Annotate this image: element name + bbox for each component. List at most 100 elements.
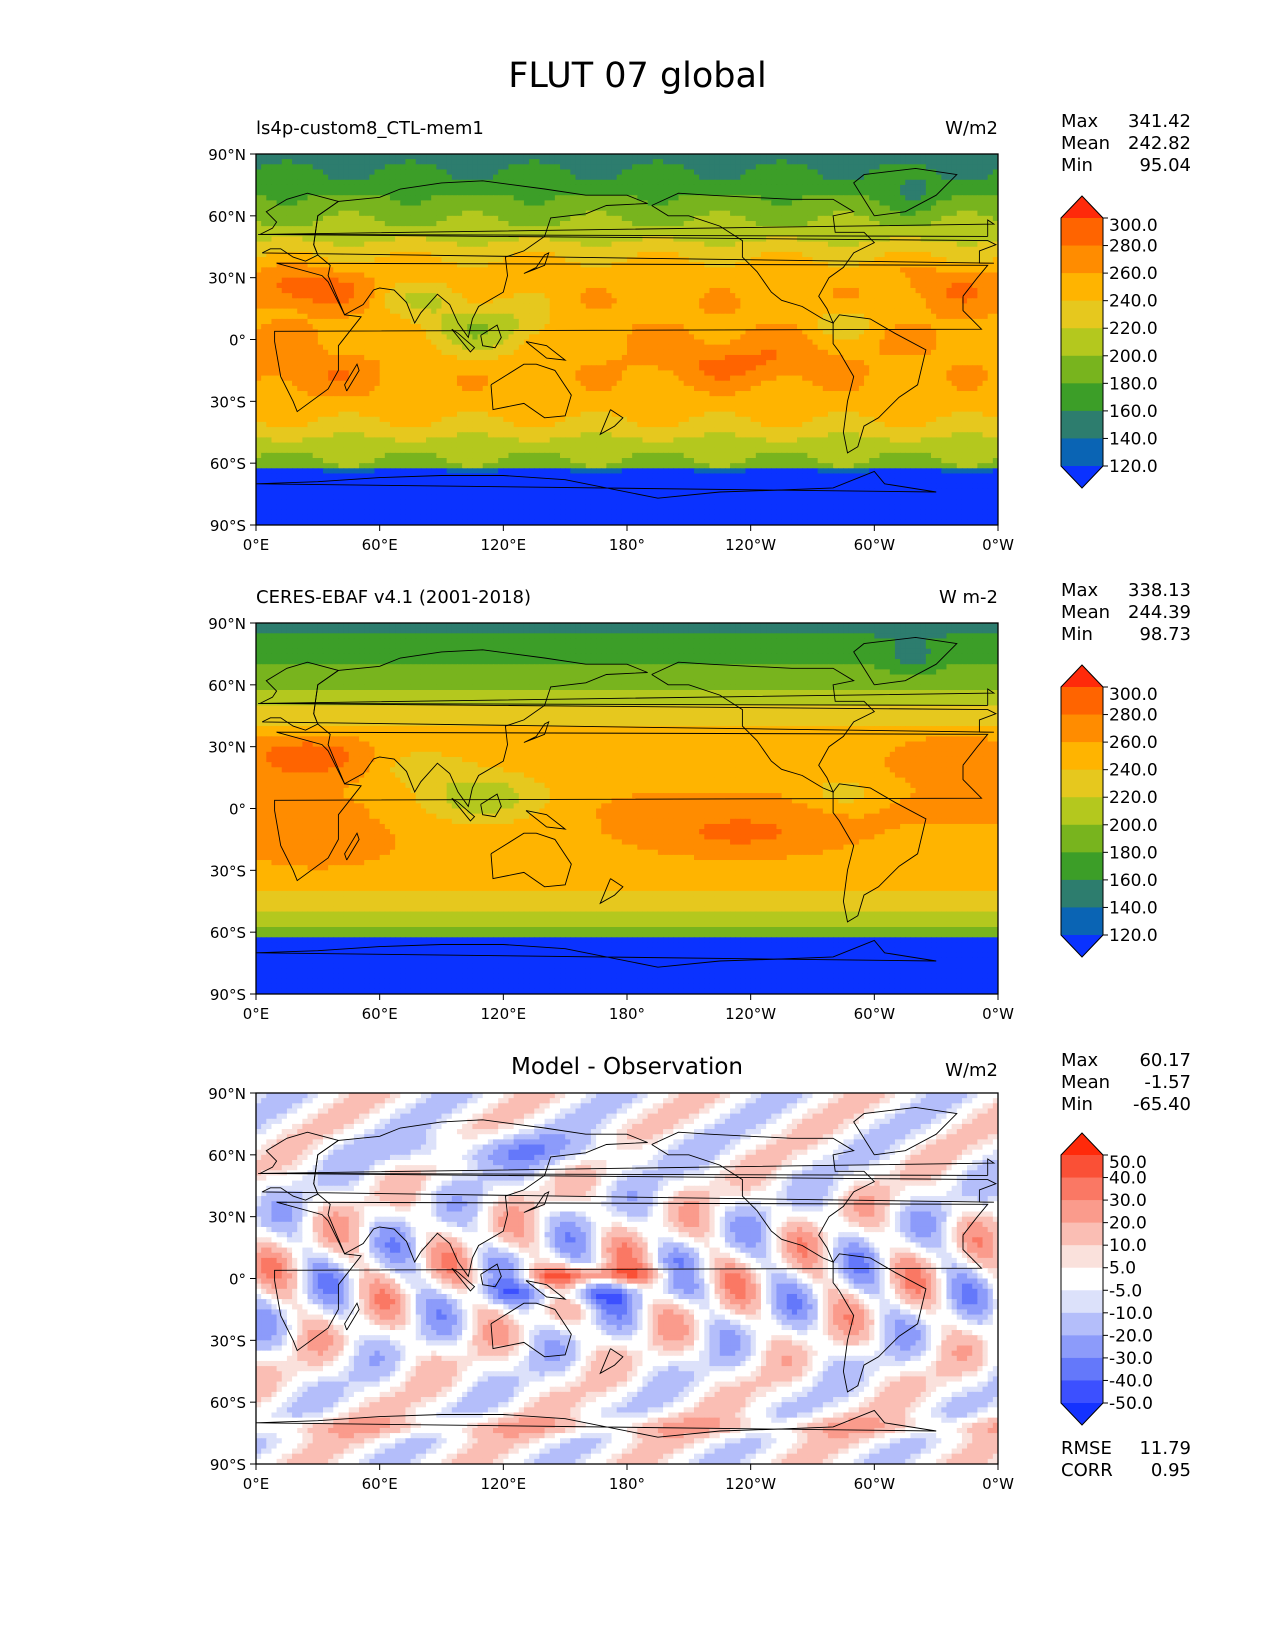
colorbar-tick-label: 280.0 [1109, 706, 1158, 726]
stat-value: -1.57 [1144, 1072, 1191, 1094]
map-panel-3: 90°N 60°N 30°N 0° 30°S 60°S 90°S0°E 60°E 120°E 18… [208, 1085, 1014, 1493]
colorbar-bin [1061, 1200, 1103, 1224]
lat-tick-label: 90°S [210, 517, 246, 535]
lon-tick-label: 180° [609, 1005, 645, 1023]
lat-tick-label: 0° [229, 1271, 246, 1289]
colorbar-tick-label: 5.0 [1109, 1259, 1136, 1279]
colorbar-bin [1061, 1290, 1103, 1314]
colorbar-bin [1061, 1267, 1103, 1291]
colorbar-outline [1060, 664, 1104, 958]
colorbar-tick-label: 20.0 [1109, 1214, 1147, 1234]
lon-tick-label: 0°E [243, 536, 270, 554]
stat-label: Min [1061, 1094, 1093, 1116]
colorbar-bin [1061, 1245, 1103, 1269]
lat-tick-label: 60°N [208, 677, 246, 695]
lat-tick-label: 30°S [210, 1332, 246, 1350]
colorbar-tick-label: 50.0 [1109, 1153, 1147, 1173]
colorbar-bin [1061, 879, 1103, 908]
stat-label: Mean [1061, 602, 1110, 624]
lon-tick-label: 120°W [725, 1005, 776, 1023]
colorbar-tick-label: 10.0 [1109, 1236, 1147, 1256]
coastlines [256, 636, 998, 968]
colorbar-tick-label: -30.0 [1109, 1349, 1153, 1369]
colorbar-tick-label: 40.0 [1109, 1169, 1147, 1189]
stat-value: 60.17 [1139, 1050, 1191, 1072]
panel-units: W/m2 [700, 1060, 998, 1081]
lon-tick-label: 0°W [982, 536, 1014, 554]
stat-value: 338.13 [1128, 580, 1191, 602]
colorbar-tick-label: 200.0 [1109, 816, 1158, 836]
stat-label: RMSE [1061, 1438, 1112, 1460]
colorbar-bin [1061, 687, 1103, 716]
colorbar-bin [1061, 1177, 1103, 1201]
lon-tick-label: 0°W [982, 1475, 1014, 1493]
colorbar-tick-label: 300.0 [1109, 685, 1158, 705]
colorbar-tick-label: 160.0 [1109, 871, 1158, 891]
lon-tick-label: 0°E [243, 1475, 270, 1493]
colorbar-3: 50.040.030.0 20.010.0 5.0-5.0 -10.0-20.0 -30… [1060, 1132, 1153, 1426]
stat-value: 0.95 [1151, 1460, 1191, 1482]
lat-tick-label: 30°S [210, 862, 246, 880]
panel-units: W m-2 [700, 587, 998, 608]
colorbar-tick-label: 220.0 [1109, 788, 1158, 808]
lon-tick-label: 60°E [362, 1005, 398, 1023]
colorbar-bin [1061, 907, 1103, 936]
lon-tick-label: 0°E [243, 1005, 270, 1023]
colorbar-bin [1061, 852, 1103, 881]
lon-tick-label: 60°W [854, 1475, 896, 1493]
colorbar-extend-max [1061, 665, 1103, 687]
panel-title-left: CERES-EBAF v4.1 (2001-2018) [256, 587, 531, 608]
colorbar-tick-label: -50.0 [1109, 1394, 1153, 1414]
panel-difference: Model - Observation W/m2 Max 60.17 Mean -1… [0, 0, 1275, 1481]
lat-tick-label: 60°S [210, 924, 246, 942]
colorbar-bin [1061, 1312, 1103, 1336]
lat-tick-label: 0° [229, 801, 246, 819]
stat-label: CORR [1061, 1460, 1113, 1482]
colorbar-tick-label: 140.0 [1109, 898, 1158, 918]
lon-tick-label: 120°W [725, 1475, 776, 1493]
coastlines [256, 1106, 998, 1438]
colorbar-bin [1061, 714, 1103, 743]
colorbar-tick-label: 120.0 [1109, 926, 1158, 946]
colorbar-bin [1061, 797, 1103, 826]
stat-label: Max [1061, 580, 1098, 602]
lat-tick-label: 90°S [210, 1456, 246, 1474]
colorbar-bin [1061, 824, 1103, 853]
lon-tick-label: 120°E [481, 1475, 527, 1493]
colorbar-tick-label: 240.0 [1109, 761, 1158, 781]
colorbar-tick-label: -5.0 [1109, 1281, 1142, 1301]
map-panel-2: 90°N 60°N 30°N 0° 30°S 60°S 90°S0°E 60°E 120°E 18… [208, 615, 1014, 1023]
lon-tick-label: 180° [609, 1475, 645, 1493]
lat-tick-label: 90°N [208, 615, 246, 633]
colorbar-tick-label: -40.0 [1109, 1371, 1153, 1391]
lon-tick-label: 120°E [481, 1005, 527, 1023]
stat-label: Max [1061, 1050, 1098, 1072]
stats-block: Max 338.13 Mean 244.39 Min 98.73 [1061, 580, 1191, 646]
colorbar-tick-label: 260.0 [1109, 733, 1158, 753]
colorbar-bin [1061, 1380, 1103, 1404]
colorbar-outline [1060, 1132, 1104, 1426]
lon-tick-label: 60°W [854, 1005, 896, 1023]
error-stats-block: RMSE 11.79 CORR 0.95 [1061, 1438, 1191, 1482]
stat-value: -65.40 [1133, 1094, 1191, 1116]
lat-tick-label: 90°S [210, 986, 246, 1004]
map-frame [255, 622, 999, 995]
colorbar-extend-max [1061, 1133, 1103, 1155]
lon-tick-label: 120°E [481, 536, 527, 554]
field-shading [256, 1093, 998, 1464]
stat-value: 11.79 [1139, 1438, 1191, 1460]
colorbar-tick-label: 30.0 [1109, 1191, 1147, 1211]
lat-tick-label: 60°N [208, 1147, 246, 1165]
lon-tick-label: 60°E [362, 536, 398, 554]
colorbar-bin [1061, 769, 1103, 798]
colorbar-tick-label: 180.0 [1109, 843, 1158, 863]
colorbar-extend-min [1061, 935, 1103, 957]
lat-tick-label: 30°N [208, 739, 246, 757]
stat-value: 244.39 [1128, 602, 1191, 624]
lon-tick-label: 60°W [854, 536, 896, 554]
colorbar-bin [1061, 1357, 1103, 1381]
lat-tick-label: 30°N [208, 1209, 246, 1227]
colorbar-bin [1061, 1335, 1103, 1359]
lat-tick-label: 60°S [210, 1394, 246, 1412]
field-shading [256, 623, 998, 994]
